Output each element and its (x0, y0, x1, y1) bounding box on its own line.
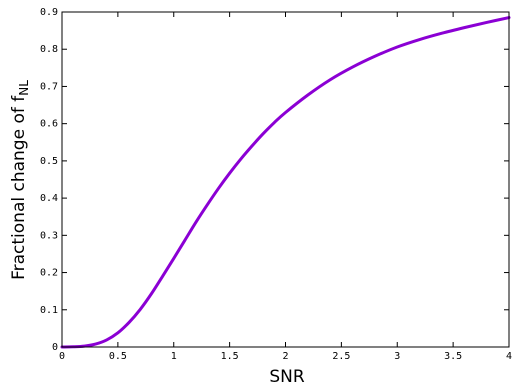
x-tick-label: 2.5 (332, 351, 350, 362)
y-tick-label: 0.2 (40, 268, 58, 279)
x-tick-label: 2 (282, 351, 288, 362)
axis-ticks (61, 11, 510, 348)
x-tick-label: 3 (394, 351, 400, 362)
y-tick-label: 0.5 (40, 156, 58, 167)
y-tick-label: 0.1 (40, 305, 58, 316)
series-layer (60, 16, 511, 349)
x-axis-title: SNR (269, 367, 305, 385)
y-tick-label: 0 (52, 342, 58, 353)
y-axis-title-main: Fractional change of f (9, 95, 29, 280)
y-tick-label: 0.9 (40, 7, 58, 18)
y-tick-label: 0.7 (40, 81, 58, 92)
y-axis-title-subscript: NL (17, 80, 31, 96)
x-tick-label: 4 (506, 351, 512, 362)
plot-frame (61, 11, 510, 348)
axis-tick-labels: 0 0.5 1 1.5 2 2.5 3 3.5 4 0 0.1 0.2 0.3 0.4 0.5 0.6 0.7 0… (40, 7, 512, 362)
x-tick-label: 0.5 (109, 351, 127, 362)
y-tick-label: 0.3 (40, 230, 58, 241)
x-tick-label: 1 (171, 351, 177, 362)
y-tick-label: 0.6 (40, 119, 58, 130)
y-tick-label: 0.4 (40, 193, 58, 204)
x-tick-label: 0 (59, 351, 65, 362)
x-tick-label: 1.5 (221, 351, 239, 362)
series-line (60, 16, 511, 349)
y-tick-label: 0.8 (40, 44, 58, 55)
x-tick-label: 3.5 (444, 351, 462, 362)
y-axis-title: Fractional change of fNL (9, 80, 31, 280)
